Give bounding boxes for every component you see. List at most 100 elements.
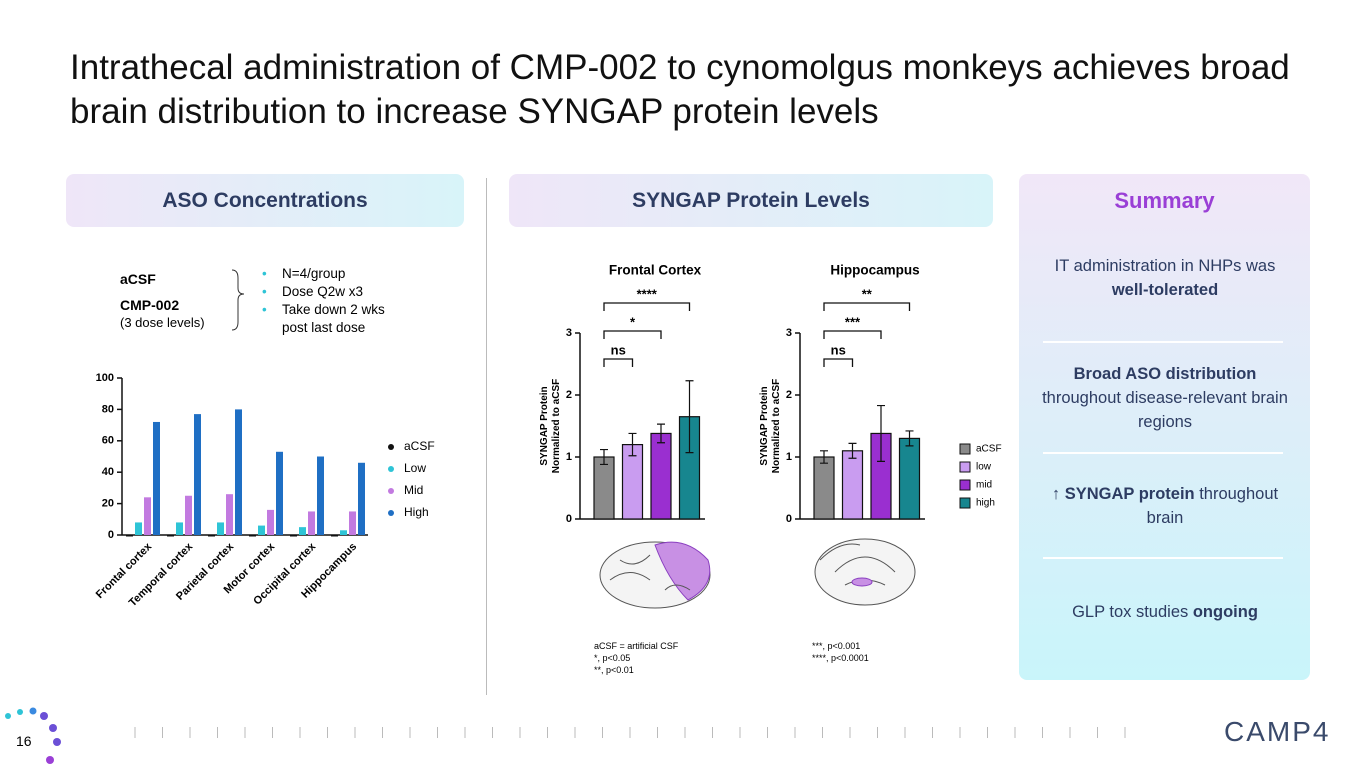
significance-label: ns — [831, 342, 846, 357]
legend-label: high — [976, 498, 995, 509]
bar — [194, 414, 201, 535]
bar — [650, 432, 672, 520]
legend-swatch — [959, 497, 971, 509]
significance-bracket — [823, 330, 882, 339]
significance-label: **** — [637, 286, 658, 301]
bullet: • Dose Q2w x3 — [262, 284, 364, 299]
y-axis-label-line: SYNGAP Protein — [539, 386, 550, 465]
significance-bracket — [603, 330, 662, 339]
summary-text: ongoing — [1192, 603, 1258, 621]
significance-bracket — [603, 358, 634, 367]
bar — [208, 535, 215, 537]
chart-title: Frontal Cortex — [609, 263, 702, 278]
bar — [144, 497, 151, 535]
error-bar — [685, 380, 694, 454]
separator — [1043, 557, 1283, 559]
summary-heading: Summary — [1114, 188, 1215, 213]
significance-label: * — [630, 314, 636, 329]
y-tick-label: 1 — [786, 451, 792, 463]
bar — [185, 495, 192, 535]
legend-swatch — [959, 461, 971, 473]
significance-label: *** — [845, 314, 861, 329]
divider — [486, 178, 487, 695]
legend-marker — [388, 488, 394, 494]
y-tick-label: 3 — [566, 327, 572, 339]
significance-bracket — [823, 358, 854, 367]
legend-label: Mid — [404, 483, 423, 497]
legend-label: aCSF — [976, 444, 1002, 455]
panel-heading: SYNGAP Protein Levels — [509, 174, 993, 227]
slide-title: Intrathecal administration of CMP-002 to… — [70, 48, 1290, 131]
y-tick-label: 2 — [786, 389, 792, 401]
legend-label: Low — [404, 461, 426, 475]
bar — [593, 456, 615, 520]
summary-text: Broad ASO distribution — [1073, 365, 1257, 383]
bar — [167, 535, 174, 537]
chart-title: Hippocampus — [830, 263, 919, 278]
bar — [235, 409, 242, 535]
significance-label: ns — [611, 342, 626, 357]
summary-text: IT administration in NHPs was — [1054, 257, 1276, 275]
legend-label: low — [976, 462, 992, 473]
bar — [267, 509, 274, 535]
summary-item: ↑ SYNGAP protein throughout brain — [1040, 482, 1290, 530]
y-tick-label: 0 — [566, 513, 572, 525]
error-bar — [628, 432, 637, 457]
significance-bracket — [603, 302, 691, 311]
y-axis-label-line: Normalized to aCSF — [551, 379, 562, 473]
bullet-text: Dose Q2w x3 — [282, 284, 364, 299]
significance-bracket — [823, 302, 911, 311]
group-note: (3 dose levels) — [120, 315, 205, 330]
bar — [340, 530, 347, 535]
y-tick-label: 80 — [102, 403, 114, 415]
legend-swatch — [959, 479, 971, 491]
bar — [290, 535, 297, 537]
bar — [898, 437, 921, 520]
footnote: ****, p<0.0001 — [812, 653, 869, 663]
y-tick-label: 60 — [102, 435, 114, 447]
summary-item: Broad ASO distribution throughout diseas… — [1040, 362, 1290, 434]
error-bar — [848, 442, 857, 459]
legend-label: mid — [976, 480, 992, 491]
y-tick-label: 3 — [786, 327, 792, 339]
bullet: • Take down 2 wks post last dose — [262, 301, 432, 337]
y-tick-label: 100 — [96, 372, 114, 384]
bullet-text: N=4/group — [282, 266, 346, 281]
summary-box — [1019, 174, 1310, 680]
legend-label: High — [404, 505, 429, 519]
bar — [153, 421, 160, 535]
bullet-text: Take down 2 wks post last dose — [282, 302, 385, 335]
y-tick-label: 40 — [102, 466, 114, 478]
y-tick-label: 0 — [108, 529, 114, 541]
bar — [226, 494, 233, 535]
footnotes: ***, p<0.001 ****, p<0.0001 — [812, 640, 869, 664]
page-number: 16 — [16, 733, 32, 749]
error-bar — [820, 450, 828, 464]
footnote: ***, p<0.001 — [812, 641, 861, 651]
footnote: *, p<0.05 — [594, 653, 631, 663]
bar — [258, 525, 265, 535]
bar — [249, 535, 256, 537]
error-bar — [905, 430, 914, 447]
error-bar — [877, 404, 885, 462]
brain-illustration — [599, 538, 916, 609]
bullets: • N=4/group • Dose Q2w x3 • Take down 2 wks… — [262, 265, 432, 337]
footnotes: aCSF = artificial CSF *, p<0.05 **, p<0.… — [594, 640, 678, 676]
error-bar — [600, 448, 608, 466]
significance-label: ** — [862, 286, 873, 301]
y-axis-label: SYNGAP ProteinNormalized to aCSF — [759, 379, 782, 473]
bar — [841, 450, 864, 520]
summary-text: throughout brain — [1146, 485, 1279, 527]
y-tick-label: 2 — [566, 389, 572, 401]
y-tick-label: 20 — [102, 498, 114, 510]
y-tick-label: 1 — [566, 451, 572, 463]
bullet: • N=4/group — [262, 266, 346, 281]
bar — [813, 456, 835, 520]
legend-marker — [388, 466, 394, 472]
bar — [299, 527, 306, 535]
summary-text: GLP tox studies — [1072, 603, 1193, 621]
legend-label: aCSF — [404, 439, 435, 453]
bar — [276, 451, 283, 535]
